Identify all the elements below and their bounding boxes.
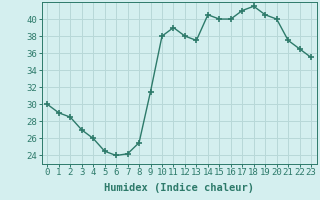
X-axis label: Humidex (Indice chaleur): Humidex (Indice chaleur)	[104, 183, 254, 193]
